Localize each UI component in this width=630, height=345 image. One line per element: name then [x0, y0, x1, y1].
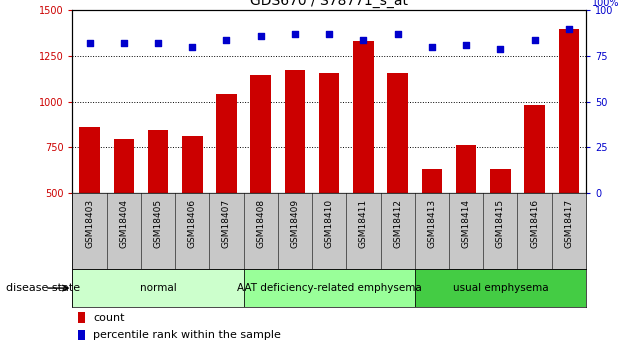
- Bar: [79, 127, 100, 285]
- Point: [324, 31, 334, 37]
- Point: [495, 46, 505, 51]
- Text: GSM18407: GSM18407: [222, 199, 231, 248]
- Point: [461, 42, 471, 48]
- Bar: [353, 41, 374, 285]
- Bar: [490, 168, 510, 285]
- Bar: [319, 73, 340, 285]
- Bar: [148, 130, 168, 285]
- Point: [392, 31, 403, 37]
- Text: GSM18415: GSM18415: [496, 199, 505, 248]
- Text: normal: normal: [140, 283, 176, 293]
- Text: GSM18408: GSM18408: [256, 199, 265, 248]
- Point: [221, 37, 231, 42]
- Text: GSM18411: GSM18411: [359, 199, 368, 248]
- Text: GSM18417: GSM18417: [564, 199, 573, 248]
- Bar: [72, 269, 244, 307]
- Text: disease state: disease state: [6, 283, 81, 293]
- Point: [153, 40, 163, 46]
- Bar: [77, 330, 85, 341]
- Bar: [415, 269, 586, 307]
- Point: [256, 33, 266, 39]
- Point: [187, 44, 197, 50]
- Bar: [182, 136, 202, 285]
- Text: AAT deficiency-related emphysema: AAT deficiency-related emphysema: [237, 283, 421, 293]
- Text: GSM18409: GSM18409: [290, 199, 299, 248]
- Title: GDS670 / S78771_s_at: GDS670 / S78771_s_at: [250, 0, 408, 8]
- Text: GSM18413: GSM18413: [427, 199, 437, 248]
- Text: GSM18404: GSM18404: [119, 199, 129, 248]
- Bar: [285, 70, 305, 285]
- Text: GSM18414: GSM18414: [462, 199, 471, 248]
- Text: GSM18405: GSM18405: [154, 199, 163, 248]
- Point: [529, 37, 539, 42]
- Bar: [456, 145, 476, 285]
- Point: [84, 40, 94, 46]
- Point: [564, 26, 574, 31]
- Text: GSM18412: GSM18412: [393, 199, 402, 248]
- Bar: [77, 312, 85, 323]
- Text: count: count: [93, 313, 124, 323]
- Bar: [244, 269, 415, 307]
- Bar: [524, 106, 545, 285]
- Text: percentile rank within the sample: percentile rank within the sample: [93, 330, 281, 340]
- Bar: [421, 168, 442, 285]
- Bar: [113, 139, 134, 285]
- Point: [427, 44, 437, 50]
- Text: usual emphysema: usual emphysema: [452, 283, 548, 293]
- Bar: [559, 29, 579, 285]
- Point: [118, 40, 129, 46]
- Point: [358, 37, 369, 42]
- Text: GSM18416: GSM18416: [530, 199, 539, 248]
- Text: GSM18410: GSM18410: [324, 199, 334, 248]
- Text: GSM18406: GSM18406: [188, 199, 197, 248]
- Point: [290, 31, 300, 37]
- Bar: [216, 95, 237, 285]
- Bar: [387, 72, 408, 285]
- Bar: [251, 75, 271, 285]
- Text: 100%: 100%: [592, 0, 619, 8]
- Text: GSM18403: GSM18403: [85, 199, 94, 248]
